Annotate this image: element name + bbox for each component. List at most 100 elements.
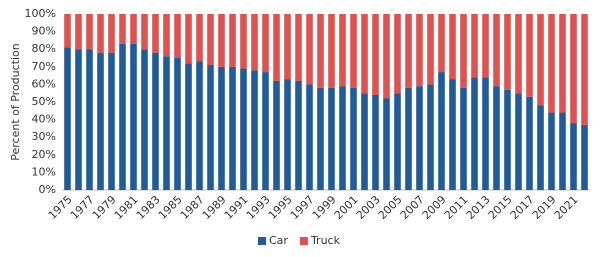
x-tick-label: 1987	[178, 193, 207, 222]
bar-segment	[394, 14, 401, 94]
bar-segment	[372, 94, 379, 190]
bar-segment	[328, 87, 335, 190]
y-tick-label: 100%	[25, 7, 56, 20]
x-tick-label: 2017	[508, 193, 537, 222]
bar-segment	[306, 14, 313, 85]
x-tick-label: 1997	[288, 193, 317, 222]
bar-segment	[482, 77, 489, 190]
x-tick-label: 1975	[46, 193, 75, 222]
bar-segment	[581, 14, 588, 125]
bar-segment	[284, 14, 291, 80]
bar-segment	[196, 14, 203, 62]
bar-segment	[207, 65, 214, 190]
bar-segment	[526, 14, 533, 97]
bar-segment	[570, 123, 577, 190]
bar-segment	[548, 112, 555, 190]
x-tick-label: 1983	[134, 193, 163, 222]
bar-segment	[141, 14, 148, 50]
bar-segment	[295, 14, 302, 81]
bar-segment	[295, 80, 302, 190]
y-tick-label: 50%	[32, 95, 56, 108]
bar-segment	[449, 14, 456, 80]
x-tick-label: 2009	[420, 193, 449, 222]
bar-segment	[75, 49, 82, 191]
bar-segment	[361, 14, 368, 94]
bar-segment	[86, 14, 93, 50]
legend-swatch	[258, 237, 266, 245]
bar-segment	[207, 14, 214, 66]
x-tick-label: 1989	[200, 193, 229, 222]
bar-segment	[174, 14, 181, 58]
bar-segment	[405, 14, 412, 88]
bar-segment	[372, 14, 379, 95]
bar-segment	[526, 96, 533, 190]
bar-segment	[229, 14, 236, 67]
x-tick-label: 2011	[442, 193, 471, 222]
y-tick-label: 60%	[32, 77, 56, 90]
bar-segment	[108, 14, 115, 53]
bar-segment	[284, 79, 291, 190]
bar-segment	[515, 14, 522, 94]
x-tick-label: 1979	[90, 193, 119, 222]
x-tick-label: 2013	[464, 193, 493, 222]
bar-segment	[460, 87, 467, 190]
bar-segment	[119, 43, 126, 190]
bar-segment	[152, 14, 159, 53]
bar-segment	[416, 14, 423, 87]
bar-segment	[328, 14, 335, 88]
bar-segment	[350, 14, 357, 88]
bar-segment	[218, 66, 225, 190]
bar-segment	[581, 124, 588, 190]
bar-segment	[251, 70, 258, 190]
x-tick-label: 1991	[222, 193, 251, 222]
y-axis-label: Percent of Production	[9, 43, 22, 161]
bar-segment	[141, 49, 148, 191]
bar-segment	[383, 98, 390, 190]
bar-segment	[482, 14, 489, 78]
legend-label: Car	[269, 234, 288, 247]
y-tick-label: 20%	[32, 148, 56, 161]
bar-segment	[405, 87, 412, 190]
bar-segment	[97, 14, 104, 53]
bar-segment	[185, 14, 192, 64]
bar-segment	[119, 14, 126, 44]
y-tick-label: 0%	[39, 183, 56, 196]
x-tick-label: 1977	[68, 193, 97, 222]
bar-segment	[317, 87, 324, 190]
y-tick-label: 40%	[32, 113, 56, 126]
bar-segment	[515, 93, 522, 190]
x-tick-label: 1995	[266, 193, 295, 222]
bar-segment	[559, 14, 566, 113]
bar-segment	[218, 14, 225, 67]
bar-segment	[537, 105, 544, 190]
bar-segment	[438, 14, 445, 73]
bar-segment	[537, 14, 544, 106]
x-tick-label: 1985	[156, 193, 185, 222]
bar-segment	[427, 14, 434, 85]
x-tick-label: 2001	[332, 193, 361, 222]
y-tick-label: 10%	[32, 165, 56, 178]
bar-segment	[317, 14, 324, 88]
bar-segment	[75, 14, 82, 50]
bar-segment	[504, 14, 511, 90]
x-tick-label: 2015	[486, 193, 515, 222]
bar-segment	[350, 87, 357, 190]
x-tick-label: 2005	[376, 193, 405, 222]
bar-segment	[64, 47, 71, 190]
y-tick-label: 70%	[32, 60, 56, 73]
bar-segment	[130, 14, 137, 44]
bar-segment	[460, 14, 467, 88]
bar-segment	[273, 14, 280, 81]
bar-segment	[427, 84, 434, 190]
x-tick-label: 2021	[552, 193, 581, 222]
bar-segment	[64, 14, 71, 48]
bar-segment	[504, 89, 511, 190]
bar-segment	[251, 14, 258, 71]
bar-segment	[559, 112, 566, 190]
bar-segment	[163, 56, 170, 190]
bar-segment	[174, 58, 181, 190]
x-tick-label: 2007	[398, 193, 427, 222]
bar-segment	[163, 14, 170, 57]
bar-segment	[570, 14, 577, 124]
